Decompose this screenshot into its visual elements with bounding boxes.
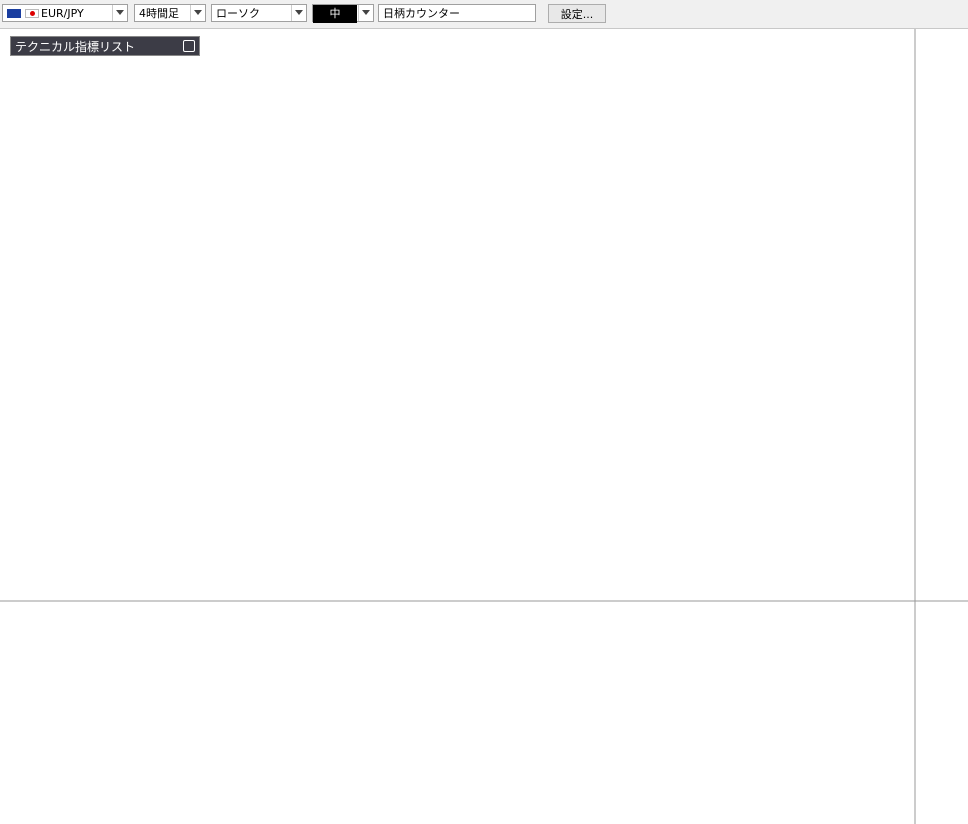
counter-field[interactable]: 日柄カウンター (378, 4, 536, 22)
background (0, 29, 968, 824)
indicator-list: テクニカル指標リスト (15, 40, 136, 54)
jp-flag (25, 9, 39, 18)
style-select[interactable]: ローソク (211, 4, 307, 22)
symbol-select[interactable]: EUR/JPY (2, 4, 128, 22)
panel-toggle[interactable] (183, 40, 195, 52)
timeframe-select[interactable]: 4時間足 (134, 4, 206, 22)
toolbar: EUR/JPY 4時間足 ローソク 中 日柄カウンター 設定... (0, 0, 968, 29)
eu-flag (7, 9, 21, 18)
settings: 設定... (560, 8, 594, 21)
chart-style: ローソク (216, 7, 260, 20)
timeframe: 4時間足 (139, 7, 179, 20)
size: 中 (313, 5, 357, 23)
size-select[interactable]: 中 (312, 4, 374, 23)
settings-button[interactable]: 設定... (548, 4, 606, 23)
symbol: EUR/JPY (41, 7, 84, 20)
indicator-panel[interactable]: テクニカル指標リスト (10, 36, 200, 56)
counter: 日柄カウンター (383, 7, 460, 20)
